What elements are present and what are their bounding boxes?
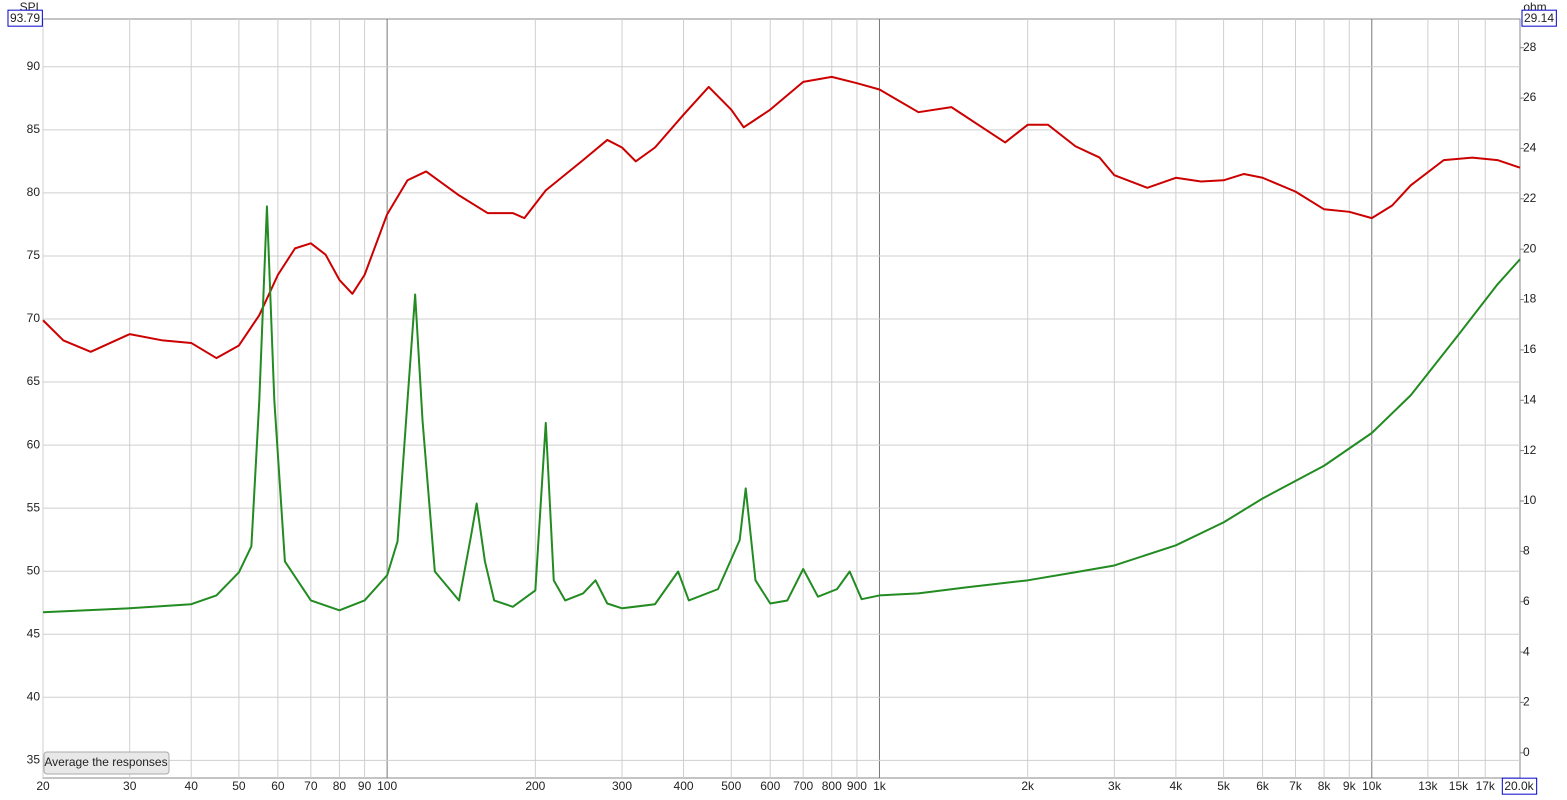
y2-tick-label: 29.14 [1524, 11, 1554, 25]
x-tick-label: 500 [721, 779, 741, 793]
y-tick-label: 75 [27, 248, 41, 262]
limit-box [7, 9, 43, 27]
y2-tick-label: 2 [1523, 695, 1530, 709]
y-tick-label: 70 [27, 311, 41, 325]
y2-tick-label: 16 [1523, 342, 1537, 356]
button-box[interactable] [43, 751, 170, 775]
x-tick-label: 90 [358, 779, 372, 793]
x-tick-label: 30 [123, 779, 137, 793]
x-tick-label: 900 [847, 779, 867, 793]
y2-tick-label: 6 [1523, 594, 1530, 608]
y2-tick-label: 10 [1523, 493, 1537, 507]
x-tick-label: 9k [1343, 779, 1357, 793]
x-tick-label: 1k [873, 779, 887, 793]
average-button[interactable]: Average the responses [43, 751, 170, 775]
y2-tick-label: 18 [1523, 292, 1537, 306]
x-tick-label: 8k [1318, 779, 1332, 793]
y2-tick-label: 20 [1523, 241, 1537, 255]
y-tick-label: 35 [27, 753, 41, 767]
x-tick-label: 200 [525, 779, 545, 793]
response-line [42, 75, 1521, 360]
x-tick-label: 80 [333, 779, 347, 793]
y2-tick-label: 0 [1523, 745, 1530, 759]
x-tick-label: 7k [1289, 779, 1303, 793]
plot-area [42, 18, 1521, 779]
x-tick-label: 60 [271, 779, 285, 793]
x-tick-label: 3k [1108, 779, 1122, 793]
x-tick-label: 17k [1476, 779, 1496, 793]
y-tick-label: 55 [27, 500, 41, 514]
y2-tick-label: 24 [1523, 141, 1537, 155]
y-tick-label: 90 [27, 59, 41, 73]
y-tick-label: 45 [27, 626, 41, 640]
x-tick-label: 700 [793, 779, 813, 793]
y2-tick-label: 14 [1523, 392, 1537, 406]
x-tick-label: 70 [304, 779, 318, 793]
x-tick-label: 100 [377, 779, 397, 793]
x-tick-label: 2k [1021, 779, 1035, 793]
y2-tick-label: 22 [1523, 191, 1537, 205]
y2-tick-label: 28 [1523, 40, 1537, 54]
x-tick-label: 13k [1418, 779, 1438, 793]
button-label[interactable]: Average the responses [44, 755, 167, 769]
y-tick-label: 60 [27, 437, 41, 451]
y-tick-label: 40 [27, 689, 41, 703]
x-tick-label: 6k [1256, 779, 1270, 793]
x-tick-label: 50 [232, 779, 246, 793]
limit-box [1501, 777, 1538, 795]
y2-tick-label: 4 [1523, 644, 1530, 658]
y-tick-label: 50 [27, 563, 41, 577]
x-tick-label: 15k [1449, 779, 1469, 793]
marks [42, 75, 1521, 614]
y-tick-label: 65 [27, 374, 41, 388]
x-tick-label: 40 [185, 779, 199, 793]
y-tick-label: 80 [27, 185, 41, 199]
x-tick-label: 20.0k [1504, 779, 1534, 793]
y2-tick-label: 12 [1523, 443, 1537, 457]
y-tick-label: 93.79 [10, 11, 40, 25]
x-tick-label: 4k [1170, 779, 1184, 793]
grid [42, 19, 1524, 778]
x-tick-label: 400 [674, 779, 694, 793]
x-tick-label: 600 [760, 779, 780, 793]
x-tick-label: 300 [612, 779, 632, 793]
limit-box [1521, 9, 1557, 27]
x-tick-label: 20 [36, 779, 50, 793]
y-tick-label: 85 [27, 122, 41, 136]
y2-tick-label: 26 [1523, 90, 1537, 104]
x-tick-label: 5k [1217, 779, 1231, 793]
y2-tick-label: 8 [1523, 544, 1530, 558]
x-tick-label: 800 [822, 779, 842, 793]
x-tick-label: 10k [1362, 779, 1382, 793]
response-line [42, 205, 1521, 614]
